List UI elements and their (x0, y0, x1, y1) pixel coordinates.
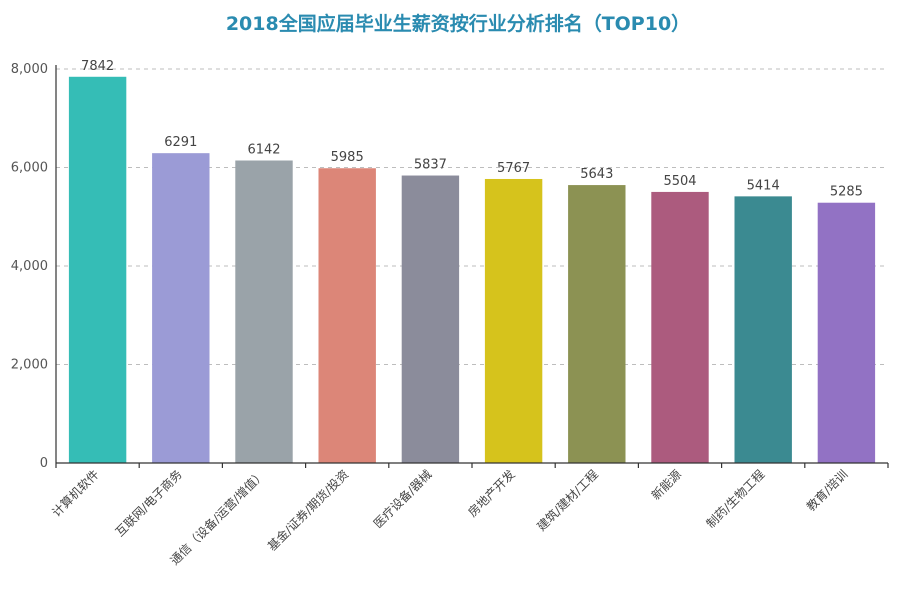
y-tick-label: 6,000 (11, 161, 48, 176)
bar-value-label: 7842 (81, 59, 114, 74)
x-category-label: 计算机软件 (49, 467, 102, 520)
bar-value-label: 5837 (414, 158, 447, 173)
x-category-label: 教育/培训 (803, 467, 850, 514)
bar-value-label: 5767 (497, 161, 530, 176)
y-axis-tick-labels: 0 2,000 4,000 6,000 8,000 (11, 62, 48, 471)
x-category-label: 新能源 (648, 467, 684, 503)
bar (235, 160, 293, 463)
bar-value-label: 5504 (663, 174, 696, 189)
y-tick-label: 4,000 (11, 259, 48, 274)
bar-value-label: 5285 (830, 185, 863, 200)
bar-value-label: 6291 (164, 135, 197, 150)
x-category-label: 医疗设备/器械 (370, 467, 434, 531)
bar (568, 185, 626, 463)
x-category-label: 基金/证券/期货/投资 (264, 467, 351, 554)
x-axis-ticks (55, 463, 889, 468)
x-category-label: 制药/生物工程 (703, 467, 767, 531)
value-labels: 7842 6291 6142 5985 5837 5767 5643 5504 5414 5285 (81, 59, 863, 200)
bar (68, 76, 127, 464)
bar (817, 202, 876, 463)
y-tick-label: 8,000 (11, 62, 48, 77)
bar (152, 153, 210, 463)
bar (401, 175, 460, 463)
x-category-label: 通信（设备/运营/增值） (167, 467, 268, 568)
bar (318, 168, 376, 463)
y-tick-label: 0 (40, 456, 48, 471)
bar-value-label: 6142 (247, 143, 280, 158)
bars (68, 76, 876, 464)
bar-value-label: 5985 (331, 150, 364, 165)
bar-value-label: 5643 (580, 167, 613, 182)
bar (484, 178, 543, 463)
x-category-label: 房地产开发 (465, 467, 518, 520)
bar-value-label: 5414 (747, 178, 780, 193)
x-category-label: 建筑/建材/工程 (534, 467, 601, 534)
chart-title: 2018全国应届毕业生薪资按行业分析排名（TOP10） (226, 12, 690, 35)
x-category-label: 互联网/电子商务 (112, 467, 185, 540)
y-tick-label: 2,000 (11, 358, 48, 373)
bar (734, 196, 792, 463)
bar (651, 191, 709, 464)
